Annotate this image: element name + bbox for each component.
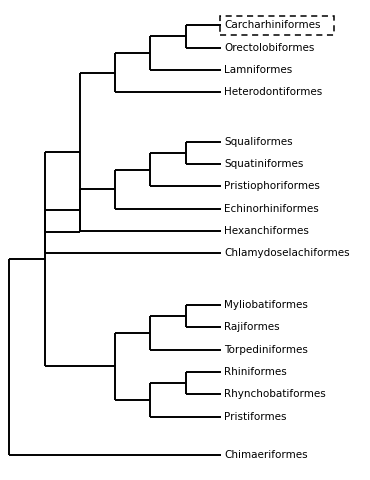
Text: Heterodontiformes: Heterodontiformes [224,87,323,97]
Text: Torpediniformes: Torpediniformes [224,345,308,355]
Text: Chlamydoselachiformes: Chlamydoselachiformes [224,249,350,258]
Text: Echinorhiniformes: Echinorhiniformes [224,204,319,214]
Text: Hexanchiformes: Hexanchiformes [224,226,309,236]
Text: Lamniformes: Lamniformes [224,65,293,75]
Text: Rajiformes: Rajiformes [224,322,280,332]
Text: Myliobatiformes: Myliobatiformes [224,300,308,310]
Text: Squaliformes: Squaliformes [224,136,293,146]
Text: Pristiformes: Pristiformes [224,412,287,422]
Text: Pristiophoriformes: Pristiophoriformes [224,181,320,192]
Text: Carcharhiniformes: Carcharhiniformes [224,20,321,30]
Text: Orectolobiformes: Orectolobiformes [224,43,315,52]
Text: Rhiniformes: Rhiniformes [224,367,287,377]
Text: Squatiniformes: Squatiniformes [224,159,304,169]
Text: Chimaeriformes: Chimaeriformes [224,450,308,460]
Text: Rhynchobatiformes: Rhynchobatiformes [224,389,326,399]
